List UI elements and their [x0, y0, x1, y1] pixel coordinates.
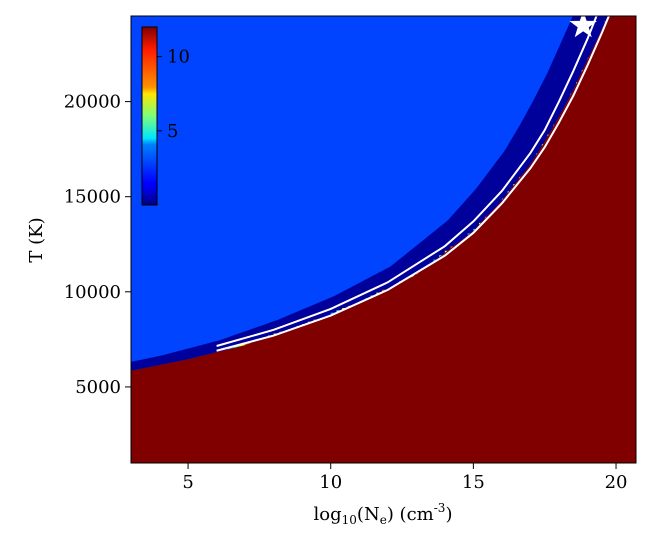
x-label-mid: (N [357, 504, 380, 525]
x-label-prefix: log [314, 504, 342, 525]
star-marker [569, 16, 598, 38]
plot-area [131, 16, 636, 463]
plot-frame [130, 15, 637, 464]
high-density-region [131, 16, 636, 463]
y-tick-label: 20000 [64, 92, 121, 113]
x-label-mid-sub: e [380, 513, 387, 527]
y-axis-label: T (K) [26, 217, 47, 262]
x-label-suffix-sup: -3 [434, 501, 446, 515]
x-axis: 5 10 15 20 [182, 463, 627, 493]
x-label-prefix-sub: 10 [342, 513, 357, 527]
colorbar-ticks: 5 10 [157, 47, 190, 142]
colorbar-tick-label: 10 [167, 47, 190, 68]
colorbar-tick-label: 5 [167, 121, 178, 142]
colorbar-bar [141, 26, 158, 206]
contour-line [216, 16, 598, 347]
y-axis: 5000 10000 15000 20000 [64, 92, 131, 398]
transition-band [131, 16, 608, 371]
contour-line [216, 16, 610, 352]
x-label-suffix: ) (cm [387, 504, 434, 525]
y-tick-label: 5000 [75, 377, 121, 398]
colorbar: 5 10 [141, 26, 190, 206]
x-tick-label: 20 [605, 472, 628, 493]
x-label-end: ) [445, 504, 452, 525]
x-tick-label: 5 [182, 472, 193, 493]
x-tick-label: 15 [462, 472, 485, 493]
x-tick-label: 10 [319, 472, 342, 493]
contour-lines [216, 16, 610, 352]
y-tick-label: 10000 [64, 282, 121, 303]
x-axis-label: log10(Ne) (cm-3) [314, 501, 453, 527]
y-tick-label: 15000 [64, 187, 121, 208]
